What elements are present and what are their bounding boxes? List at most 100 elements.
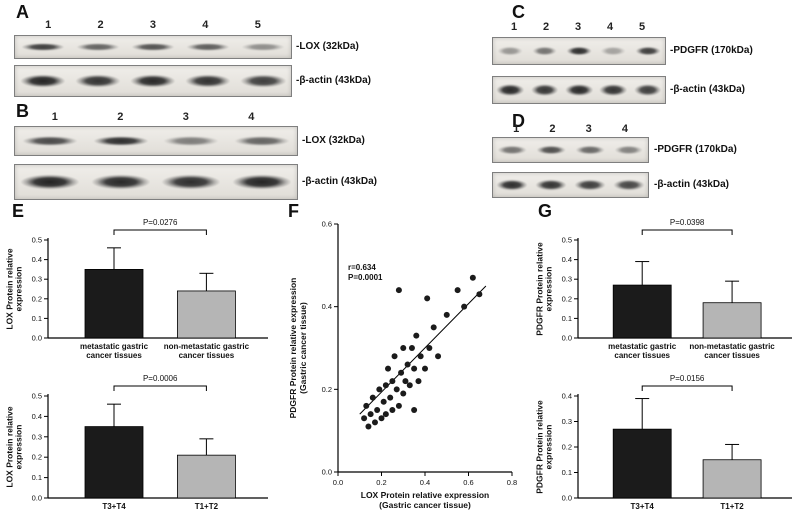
panel-a-lox-blot <box>14 35 292 59</box>
panel-e-letter: E <box>12 201 25 221</box>
panel-b-lane-numbers: 1 2 3 4 <box>22 110 284 124</box>
svg-text:LOX Protein relativeexpression: LOX Protein relativeexpression <box>5 406 24 488</box>
svg-text:LOX Protein relativeexpression: LOX Protein relativeexpression <box>5 248 24 330</box>
lane-number: 3 <box>182 111 189 123</box>
svg-text:0.4: 0.4 <box>32 412 42 421</box>
lane-number: 2 <box>117 111 124 123</box>
svg-text:0.1: 0.1 <box>562 314 572 323</box>
svg-text:PDGFR Protein relativeexpressi: PDGFR Protein relativeexpression <box>535 400 554 494</box>
lane-number: 2 <box>549 123 556 135</box>
svg-text:0.6: 0.6 <box>463 478 473 487</box>
lane-number: 5 <box>254 19 261 31</box>
panel-a-letter: A <box>16 2 29 22</box>
panel-b-letter: B <box>16 101 29 121</box>
panel-a-lane-numbers: 1 2 3 4 5 <box>22 18 284 32</box>
panel-d-actin-blot-label: -β-actin (43kDa) <box>654 179 730 190</box>
svg-text:0.1: 0.1 <box>562 468 572 477</box>
svg-text:0.8: 0.8 <box>507 478 517 487</box>
panel-b-actin-blot <box>14 164 298 200</box>
chart-pdgfr-stage-bar: 0.0 0.1 0.2 0.3 0.4 PDGFR Protein relativeexp… <box>534 368 804 514</box>
lane-number: 3 <box>574 21 582 33</box>
svg-text:0.4: 0.4 <box>322 302 332 311</box>
chart-lox-stage-bar: 0.0 0.1 0.2 0.3 0.4 0.5 LOX Protein relativeex… <box>4 368 280 514</box>
svg-text:0.2: 0.2 <box>32 453 42 462</box>
svg-text:0.1: 0.1 <box>32 314 42 323</box>
lane-number: 4 <box>606 21 614 33</box>
chart-pdgfr-metastatic-bar: 0.0 0.1 0.2 0.3 0.4 0.5 PDGFR Protein relative… <box>534 212 804 366</box>
svg-text:T1+T2: T1+T2 <box>195 502 219 511</box>
lane-number: 3 <box>585 123 592 135</box>
panel-a-actin-blot <box>14 65 292 97</box>
svg-text:0.2: 0.2 <box>562 443 572 452</box>
svg-text:0.4: 0.4 <box>562 255 572 264</box>
svg-text:0.0: 0.0 <box>562 494 572 503</box>
lane-number: 4 <box>621 123 628 135</box>
svg-text:P=0.0006: P=0.0006 <box>143 374 178 383</box>
lane-number: 1 <box>45 19 52 31</box>
panel-c-actin-blot-label: -β-actin (43kDa) <box>670 84 746 95</box>
lane-number: 1 <box>51 111 58 123</box>
svg-text:P=0.0156: P=0.0156 <box>670 374 705 383</box>
svg-text:0.3: 0.3 <box>562 417 572 426</box>
lane-number: 3 <box>149 19 157 31</box>
chart-lox-metastatic-bar: 0.0 0.1 0.2 0.3 0.4 0.5 LOX Protein relativeex… <box>4 212 280 366</box>
lane-number: 2 <box>97 19 104 31</box>
panel-d-pdgfr-blot <box>492 137 649 163</box>
svg-text:0.5: 0.5 <box>32 392 42 401</box>
panel-b-lox-blot <box>14 126 298 156</box>
svg-text:P=0.0276: P=0.0276 <box>143 218 178 227</box>
svg-text:0.4: 0.4 <box>562 392 572 401</box>
svg-text:0.0: 0.0 <box>322 468 332 477</box>
svg-text:PDGFR Protein relativeexpressi: PDGFR Protein relativeexpression <box>535 242 554 336</box>
svg-text:0.0: 0.0 <box>562 334 572 343</box>
lane-number: 5 <box>638 21 646 33</box>
svg-text:P=0.0398: P=0.0398 <box>670 218 705 227</box>
panel-c-pdgfr-blot <box>492 37 666 65</box>
svg-text:0.6: 0.6 <box>322 220 332 229</box>
lane-number: 2 <box>542 21 550 33</box>
panel-d-letter: D <box>512 111 525 131</box>
svg-text:0.2: 0.2 <box>562 294 572 303</box>
chart-correlation-scatter: 0.0 0.2 0.4 0.6 0.8 0.0 0.2 0.4 0.6 r=0.634 P=0.00… <box>288 214 526 512</box>
svg-text:T3+T4: T3+T4 <box>631 502 655 511</box>
panel-a-lox-blot-label: -LOX (32kDa) <box>296 41 359 52</box>
panel-c-actin-blot <box>492 76 666 104</box>
lane-number: 1 <box>513 123 520 135</box>
svg-text:0.3: 0.3 <box>562 275 572 284</box>
panel-d-lane-numbers: 1 2 3 4 <box>498 122 643 136</box>
svg-text:0.1: 0.1 <box>32 473 42 482</box>
panel-d-actin-blot <box>492 172 649 198</box>
svg-text:0.0: 0.0 <box>32 494 42 503</box>
svg-text:0.4: 0.4 <box>32 255 42 264</box>
svg-text:0.4: 0.4 <box>420 478 430 487</box>
svg-text:0.3: 0.3 <box>32 275 42 284</box>
panel-c-letter: C <box>512 2 525 22</box>
svg-text:0.0: 0.0 <box>32 334 42 343</box>
svg-text:T1+T2: T1+T2 <box>720 502 744 511</box>
panel-c-pdgfr-blot-label: -PDGFR (170kDa) <box>670 45 753 56</box>
panel-g-letter: G <box>538 201 553 221</box>
svg-text:0.3: 0.3 <box>32 432 42 441</box>
panel-d-pdgfr-blot-label: -PDGFR (170kDa) <box>654 144 737 155</box>
svg-text:T3+T4: T3+T4 <box>102 502 126 511</box>
panel-b-actin-blot-label: -β-actin (43kDa) <box>302 176 378 187</box>
svg-text:0.2: 0.2 <box>376 478 386 487</box>
svg-text:0.5: 0.5 <box>562 236 572 245</box>
lane-number: 4 <box>248 111 255 123</box>
svg-text:0.2: 0.2 <box>322 385 332 394</box>
panel-b-lox-blot-label: -LOX (32kDa) <box>302 135 365 146</box>
panel-f-letter: F <box>288 201 299 221</box>
svg-text:0.5: 0.5 <box>32 236 42 245</box>
svg-text:LOX Protein relative expressio: LOX Protein relative expression (Gastric … <box>361 490 490 510</box>
panel-a-actin-blot-label: -β-actin (43kDa) <box>296 75 372 86</box>
svg-text:PDGFR Protein relative express: PDGFR Protein relative expression(Gastri… <box>288 278 308 419</box>
panel-c-lane-numbers: 1 2 3 4 5 <box>498 20 658 34</box>
svg-text:0.2: 0.2 <box>32 294 42 303</box>
svg-text:0.0: 0.0 <box>333 478 343 487</box>
